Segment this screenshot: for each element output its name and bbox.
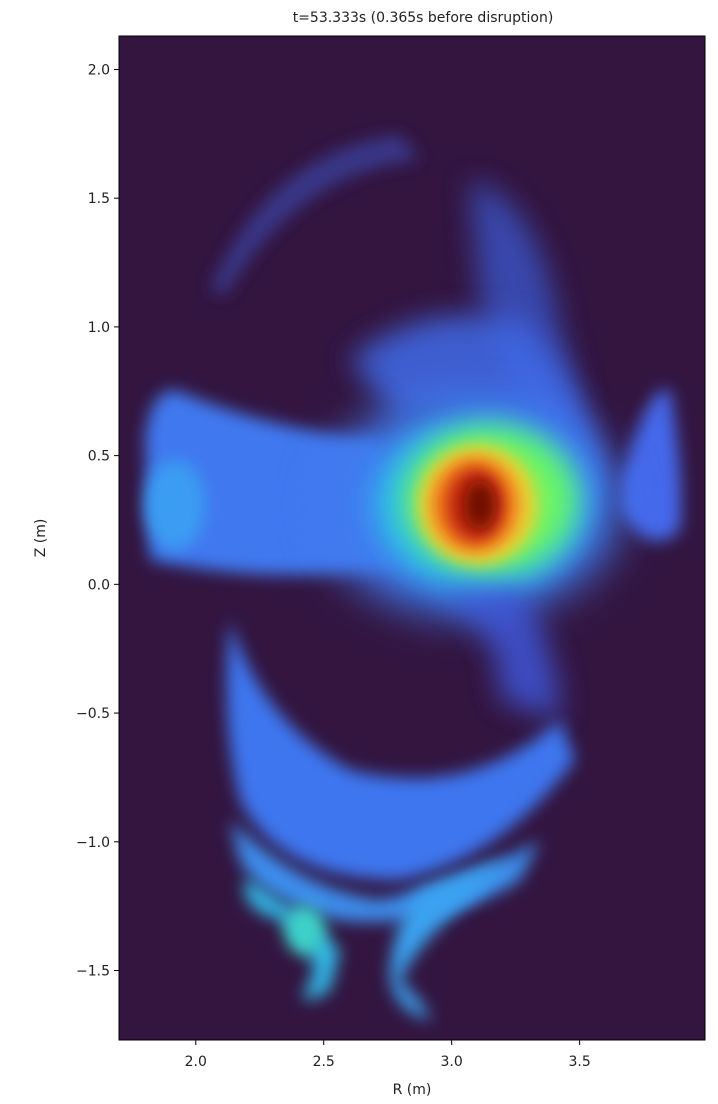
y-axis-label: Z (m) <box>33 519 49 558</box>
x-tick-label: 3.0 <box>441 1054 463 1070</box>
emission-image <box>119 36 705 1040</box>
x-tick-label: 2.0 <box>185 1054 207 1070</box>
y-tick-label: 0.5 <box>88 449 110 465</box>
y-tick-label: −1.5 <box>76 963 110 979</box>
x-tick-label: 2.5 <box>313 1054 335 1070</box>
x-tick-label: 3.5 <box>568 1054 590 1070</box>
y-tick-label: 0.0 <box>88 577 110 593</box>
y-tick-label: −0.5 <box>76 706 110 722</box>
y-tick-label: −1.0 <box>76 835 110 851</box>
chart-title: t=53.333s (0.365s before disruption) <box>293 10 554 26</box>
x-axis-label: R (m) <box>393 1082 432 1098</box>
y-tick-label: 2.0 <box>88 62 110 78</box>
y-tick-label: 1.0 <box>88 320 110 336</box>
chart: t=53.333s (0.365s before disruption) R (… <box>0 0 718 1100</box>
y-tick-label: 1.5 <box>88 191 110 207</box>
